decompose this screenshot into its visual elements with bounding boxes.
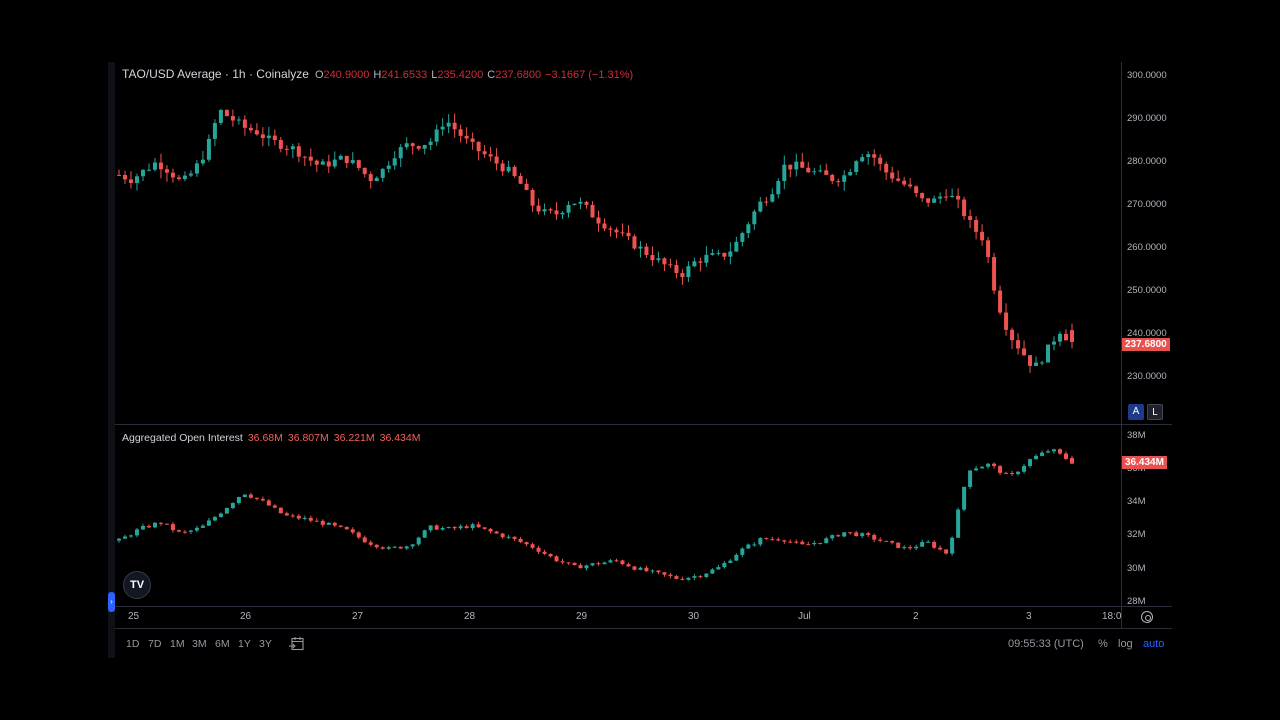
time-label: 30 [688,611,700,622]
oi-axis-label: 28M [1127,596,1146,607]
auto-scale-button[interactable]: A [1128,404,1144,420]
oi-open: 36.68M [247,432,283,444]
price-axis-label: 290.0000 [1127,113,1167,124]
chevron-right-icon: › [110,597,113,606]
time-label: 28 [464,611,476,622]
symbol-title[interactable]: TAO/USD Average · 1h · Coinalyze [122,67,309,81]
price-legend: TAO/USD Average · 1h · Coinalyze O240.90… [122,67,634,81]
oi-axis-label: 30M [1127,563,1146,574]
price-axis-label: 300.0000 [1127,70,1167,81]
oi-axis-label: 38M [1127,430,1146,441]
percent-scale-button[interactable]: % [1098,638,1108,650]
last-price-tag: 237.6800 [1122,338,1170,351]
price-axis-label: 260.0000 [1127,242,1167,253]
tradingview-logo[interactable]: TV [123,571,151,599]
range-1d-button[interactable]: 1D [126,638,140,650]
change-value: −3.1667 (−1.31%) [545,69,634,81]
oi-high: 36.807M [287,432,329,444]
price-axis-divider [1121,62,1122,628]
range-7d-button[interactable]: 7D [148,638,162,650]
oi-close: 36.434M [379,432,421,444]
high-value: 241.6533 [381,69,428,81]
time-label: 25 [128,611,140,622]
log-scale-toggle[interactable]: log [1118,638,1133,650]
time-label: 29 [576,611,588,622]
time-label: 27 [352,611,364,622]
price-axis-label: 250.0000 [1127,285,1167,296]
utc-clock[interactable]: 09:55:33 (UTC) [1008,638,1084,650]
close-value: 237.6800 [495,69,542,81]
oi-last-value-tag: 36.434M [1122,456,1167,469]
goto-date-calendar-icon[interactable] [289,636,305,651]
open-value: 240.9000 [323,69,370,81]
pane-divider[interactable] [115,424,1172,425]
low-value: 235.4200 [437,69,484,81]
range-6m-button[interactable]: 6M [215,638,230,650]
auto-scale-toggle[interactable]: auto [1143,638,1165,650]
time-label: 3 [1026,611,1032,622]
time-label: Jul [798,611,811,622]
price-axis-label: 280.0000 [1127,156,1167,167]
oi-title[interactable]: Aggregated Open Interest [122,432,243,444]
range-3y-button[interactable]: 3Y [259,638,272,650]
time-label: 2 [913,611,919,622]
time-label: 26 [240,611,252,622]
log-scale-button[interactable]: L [1147,404,1163,420]
price-axis-label: 230.0000 [1127,371,1167,382]
chart-settings-gear-icon[interactable] [1141,611,1153,623]
time-axis-top-border [115,606,1172,607]
price-axis-label: 270.0000 [1127,199,1167,210]
expand-sidebar-button[interactable]: › [108,592,115,612]
left-toolbar-strip [108,62,115,658]
time-label: 18:0 [1102,611,1122,622]
range-1m-button[interactable]: 1M [170,638,185,650]
range-3m-button[interactable]: 3M [192,638,207,650]
price-axis-label: 240.0000 [1127,328,1167,339]
oi-axis-label: 32M [1127,529,1146,540]
range-1y-button[interactable]: 1Y [238,638,251,650]
oi-low: 36.221M [333,432,375,444]
oi-axis-label: 34M [1127,496,1146,507]
oi-legend: Aggregated Open Interest 36.68M 36.807M … [122,432,421,444]
time-axis-bottom-border [115,628,1172,629]
